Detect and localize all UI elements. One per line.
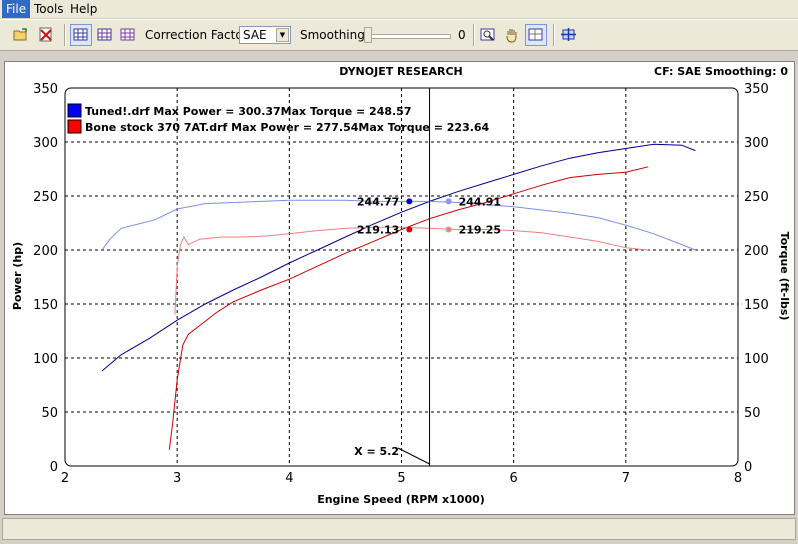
x-tick-label: 6 [510,471,518,486]
y-tick-label-left: 350 [33,82,58,97]
cursor-icon [528,28,543,41]
grid-view-2-button[interactable] [94,24,116,46]
open-file-icon [13,28,27,41]
y-tick-label-left: 150 [33,298,58,313]
cursor-marker [445,226,452,233]
correction-factor-label: Correction Factor: [145,28,252,42]
x-tick-label: 7 [622,471,630,486]
smoothing-slider-thumb[interactable] [364,27,372,43]
dyno-chart[interactable]: DYNOJET RESEARCH CF: SAE Smoothing: 0 En… [5,62,794,514]
series-line-4 [174,226,649,315]
cursor-value-label: 244.77 [357,195,399,208]
cursor-marker [445,198,452,205]
cursor-value-label: 244.91 [459,195,501,208]
toolbar-separator [553,24,555,46]
x-tick-label: 8 [734,471,742,486]
smoothing-value: 0 [458,28,466,42]
x-tick-label: 3 [173,471,181,486]
series-line-3 [168,166,649,450]
cursor-value-label: 219.25 [459,223,501,236]
y-tick-label-right: 0 [744,460,752,475]
cursor-label: X = 5.2 [354,445,399,458]
correction-factor-select[interactable]: SAE ▼ [239,26,291,44]
smoothing-label: Smoothing: [300,28,369,42]
y-tick-label-right: 250 [744,190,769,205]
series-line-2 [101,199,696,251]
legend-swatch [67,103,82,118]
y-tick-label-left: 300 [33,136,58,151]
grid-view-3-icon [120,28,135,41]
cursor-marker [406,226,413,233]
y-tick-label-left: 50 [41,406,58,421]
close-file-button[interactable] [35,24,57,46]
x-axis-label: Engine Speed (RPM x1000) [317,493,485,506]
y-tick-label-right: 100 [744,352,769,367]
menu-bar: File Tools Help [0,0,798,18]
grid-view-3-button[interactable] [117,24,139,46]
cursor-button[interactable] [525,24,547,46]
y-tick-label-right: 350 [744,82,769,97]
y-tick-label-right: 150 [744,298,769,313]
y-axis-label-left: Power (hp) [11,242,24,310]
zoom-icon [480,28,495,41]
y-tick-label-left: 100 [33,352,58,367]
grid-view-icon [73,28,88,41]
x-tick-label: 4 [285,471,293,486]
x-tick-label: 2 [61,471,69,486]
y-tick-label-left: 0 [50,460,58,475]
grid-view-2-icon [97,28,112,41]
chart-title: DYNOJET RESEARCH [339,65,462,78]
series-line-1 [101,143,696,372]
chevron-down-icon[interactable]: ▼ [276,28,289,42]
toolbar-separator [64,24,66,46]
correction-factor-value: SAE [243,28,267,42]
smoothing-slider-track[interactable] [366,34,451,39]
y-tick-label-right: 50 [744,406,761,421]
hand-pan-button[interactable] [501,24,523,46]
open-file-button[interactable] [10,24,32,46]
chart-panel: DYNOJET RESEARCH CF: SAE Smoothing: 0 En… [4,61,795,515]
menu-help[interactable]: Help [70,2,98,16]
menu-file[interactable]: File [2,0,31,18]
legend-entry: Bone stock 370 7AT.drf Max Power = 277.5… [85,121,490,134]
crosshair-icon [561,28,576,41]
hand-pan-icon [506,29,517,43]
y-axis-label-right: Torque (ft-lbs) [778,232,791,321]
grid-view-button[interactable] [70,24,92,46]
close-file-icon [39,27,52,42]
y-tick-label-right: 300 [744,136,769,151]
crosshair-button[interactable] [558,24,580,46]
x-tick-label: 5 [397,471,405,486]
chart-info: CF: SAE Smoothing: 0 [654,65,788,78]
y-tick-label-left: 250 [33,190,58,205]
legend-entry: Tuned!.drf Max Power = 300.37Max Torque … [85,105,412,118]
toolbar-separator [473,24,475,46]
legend-swatch [67,119,82,134]
y-tick-label-right: 200 [744,244,769,259]
status-bar [2,518,796,540]
y-tick-label-left: 200 [33,244,58,259]
menu-tools[interactable]: Tools [34,2,64,16]
zoom-button[interactable] [477,24,499,46]
cursor-marker [406,198,413,205]
cursor-value-label: 219.13 [357,223,399,236]
toolbar: Correction Factor: SAE ▼ Smoothing: 0 [0,19,798,51]
cursor-pointer [397,447,430,465]
